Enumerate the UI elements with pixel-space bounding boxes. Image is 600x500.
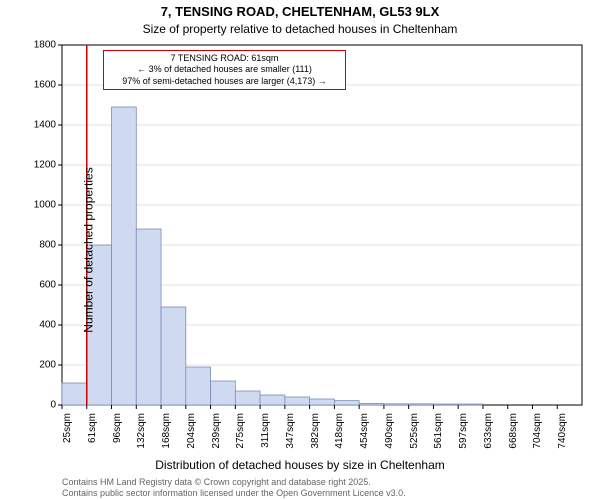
y-tick-label: 800 — [24, 240, 56, 251]
x-tick-label: 597sqm — [458, 413, 469, 468]
x-tick-label: 561sqm — [433, 413, 444, 468]
annotation-line-3: 97% of semi-detached houses are larger (… — [108, 76, 341, 87]
x-tick-label: 633sqm — [483, 413, 494, 468]
x-tick-label: 418sqm — [334, 413, 345, 468]
x-tick-label: 525sqm — [409, 413, 420, 468]
x-tick-label: 704sqm — [532, 413, 543, 468]
x-tick-label: 239sqm — [211, 413, 222, 468]
x-tick-label: 382sqm — [310, 413, 321, 468]
x-tick-label: 347sqm — [285, 413, 296, 468]
y-tick-label: 1800 — [24, 40, 56, 51]
y-axis-label: Number of detached properties — [82, 167, 96, 332]
footer-line-1: Contains HM Land Registry data © Crown c… — [62, 477, 406, 487]
x-tick-label: 275sqm — [235, 413, 246, 468]
annotation-line-1: 7 TENSING ROAD: 61sqm — [108, 53, 341, 64]
footer-attribution: Contains HM Land Registry data © Crown c… — [62, 477, 406, 498]
y-tick-label: 1400 — [24, 120, 56, 131]
y-tick-label: 1600 — [24, 80, 56, 91]
x-tick-label: 132sqm — [136, 413, 147, 468]
x-tick-label: 168sqm — [161, 413, 172, 468]
x-tick-label: 204sqm — [186, 413, 197, 468]
x-tick-label: 668sqm — [508, 413, 519, 468]
y-tick-label: 1000 — [24, 200, 56, 211]
x-tick-label: 454sqm — [359, 413, 370, 468]
footer-line-2: Contains public sector information licen… — [62, 488, 406, 498]
y-tick-label: 200 — [24, 360, 56, 371]
y-tick-label: 400 — [24, 320, 56, 331]
y-tick-label: 600 — [24, 280, 56, 291]
annotation-line-2: ← 3% of detached houses are smaller (111… — [108, 64, 341, 75]
x-tick-label: 25sqm — [62, 413, 73, 468]
x-tick-label: 311sqm — [260, 413, 271, 468]
x-tick-label: 490sqm — [384, 413, 395, 468]
chart-container: 7, TENSING ROAD, CHELTENHAM, GL53 9LX Si… — [0, 0, 600, 500]
y-tick-label: 0 — [24, 400, 56, 411]
x-tick-label: 61sqm — [87, 413, 98, 468]
annotation-box: 7 TENSING ROAD: 61sqm ← 3% of detached h… — [103, 50, 346, 90]
x-tick-label: 96sqm — [112, 413, 123, 468]
x-tick-label: 740sqm — [557, 413, 568, 468]
y-tick-label: 1200 — [24, 160, 56, 171]
